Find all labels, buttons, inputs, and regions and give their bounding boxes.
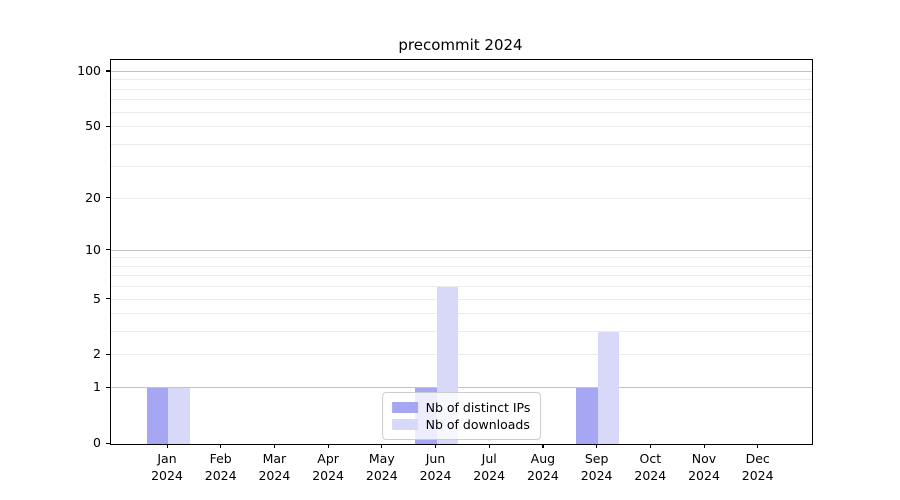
legend: Nb of distinct IPs Nb of downloads — [381, 392, 542, 440]
y-tick-mark-0 — [106, 442, 110, 444]
x-tick-month-oct: Oct — [639, 451, 662, 466]
x-tick-year-may: 2024 — [365, 467, 398, 483]
x-tick-mark-feb — [220, 444, 222, 448]
x-tick-label-dec: Dec 2024 — [726, 451, 790, 484]
x-tick-label-jan: Jan 2024 — [135, 451, 199, 484]
gridline-y-50 — [111, 126, 812, 127]
gridline-y-90 — [111, 79, 812, 81]
y-tick-label-1: 1 — [93, 379, 101, 395]
x-tick-label-nov: Nov 2024 — [672, 451, 736, 484]
x-tick-mark-oct — [649, 444, 651, 448]
x-tick-year-jan: 2024 — [151, 467, 183, 483]
gridline-y-40 — [111, 143, 812, 145]
gridline-y-60 — [111, 111, 812, 113]
gridline-y-100 — [111, 70, 812, 72]
gridline-y-9 — [111, 257, 812, 259]
x-tick-year-apr: 2024 — [312, 467, 344, 483]
x-tick-mark-may — [381, 444, 383, 448]
y-tick-mark-20 — [106, 197, 110, 199]
bar-sep-series0 — [576, 388, 598, 444]
y-tick-mark-1 — [106, 386, 110, 388]
y-tick-mark-2 — [106, 353, 110, 356]
x-tick-year-mar: 2024 — [258, 467, 291, 483]
x-tick-month-jul: Jul — [481, 451, 497, 466]
x-tick-mark-jul — [488, 444, 490, 448]
gridline-y-4 — [111, 313, 812, 315]
bar-jan-series1 — [168, 388, 190, 444]
x-tick-label-aug: Aug 2024 — [511, 451, 575, 484]
x-tick-label-may: May 2024 — [350, 451, 414, 484]
x-tick-month-jan: Jan — [157, 451, 177, 466]
gridline-y-10 — [111, 249, 812, 251]
legend-label-distinct-ips: Nb of distinct IPs — [425, 400, 531, 415]
x-tick-month-mar: Mar — [262, 451, 287, 466]
gridline-y-1 — [111, 387, 812, 389]
y-tick-mark-50 — [106, 125, 110, 127]
x-tick-mark-aug — [542, 444, 544, 448]
gridline-y-5 — [111, 298, 812, 300]
x-tick-month-nov: Nov — [691, 451, 717, 466]
x-tick-year-dec: 2024 — [741, 467, 774, 483]
x-tick-mark-mar — [273, 444, 276, 448]
x-tick-year-jul: 2024 — [473, 467, 506, 483]
x-tick-label-jun: Jun 2024 — [404, 451, 468, 484]
y-tick-mark-100 — [106, 70, 110, 72]
legend-entry-distinct-ips: Nb of distinct IPs — [391, 399, 531, 416]
x-tick-month-dec: Dec — [745, 451, 770, 466]
x-tick-mark-dec — [757, 444, 759, 448]
gridline-y-70 — [111, 99, 812, 101]
y-tick-label-5: 5 — [93, 290, 101, 306]
y-tick-label-10: 10 — [85, 241, 101, 257]
x-tick-year-nov: 2024 — [688, 467, 720, 483]
bar-sep-series1 — [597, 332, 620, 444]
x-tick-month-jun: Jun — [425, 451, 446, 466]
gridline-y-80 — [111, 88, 812, 90]
x-tick-year-sep: 2024 — [580, 467, 613, 483]
gridline-y-30 — [111, 166, 812, 168]
x-tick-month-may: May — [368, 451, 395, 466]
y-tick-label-100: 100 — [77, 62, 101, 78]
x-tick-mark-jan — [166, 444, 168, 448]
x-tick-mark-nov — [703, 444, 705, 448]
x-tick-month-feb: Feb — [209, 451, 232, 466]
x-tick-month-aug: Aug — [530, 451, 556, 466]
x-tick-year-aug: 2024 — [526, 467, 559, 483]
legend-label-downloads: Nb of downloads — [425, 417, 530, 432]
y-axis: 0 1 2 5 10 20 50 100 — [0, 59, 110, 450]
gridline-y-2 — [111, 354, 812, 356]
x-tick-month-sep: Sep — [584, 451, 609, 466]
x-tick-label-sep: Sep 2024 — [565, 451, 629, 484]
x-tick-year-oct: 2024 — [634, 467, 667, 483]
gridline-y-3 — [111, 331, 812, 333]
y-tick-label-2: 2 — [93, 346, 101, 362]
gridline-y-6 — [111, 286, 812, 288]
x-tick-label-jul: Jul 2024 — [457, 451, 521, 484]
x-tick-mark-apr — [327, 444, 329, 448]
plot-area: Nb of distinct IPs Nb of downloads — [110, 59, 813, 445]
x-tick-year-jun: 2024 — [419, 467, 452, 483]
x-axis: Jan 2024 Feb 2024 Mar 2024 Apr 2024 May 2024 Jun 20… — [110, 444, 811, 496]
x-tick-label-mar: Mar 2024 — [242, 451, 306, 484]
y-tick-label-0: 0 — [93, 435, 101, 450]
legend-swatch-distinct-ips — [391, 402, 418, 413]
gridline-y-20 — [111, 197, 812, 199]
y-tick-label-50: 50 — [85, 118, 101, 133]
y-tick-label-20: 20 — [85, 189, 101, 205]
x-tick-year-feb: 2024 — [204, 467, 237, 483]
bar-jan-series0 — [146, 388, 168, 444]
y-tick-mark-5 — [106, 298, 110, 300]
legend-entry-downloads: Nb of downloads — [391, 416, 531, 433]
legend-swatch-downloads — [391, 419, 418, 430]
gridline-y-8 — [111, 265, 812, 267]
x-tick-mark-jun — [435, 444, 437, 448]
x-tick-month-apr: Apr — [317, 451, 339, 466]
chart-title: precommit 2024 — [398, 36, 523, 54]
y-tick-mark-10 — [106, 249, 110, 251]
x-tick-mark-sep — [596, 444, 598, 448]
x-tick-label-feb: Feb 2024 — [189, 451, 253, 484]
x-tick-label-oct: Oct 2024 — [618, 451, 682, 484]
x-tick-label-apr: Apr 2024 — [296, 451, 360, 484]
gridline-y-7 — [111, 275, 812, 277]
